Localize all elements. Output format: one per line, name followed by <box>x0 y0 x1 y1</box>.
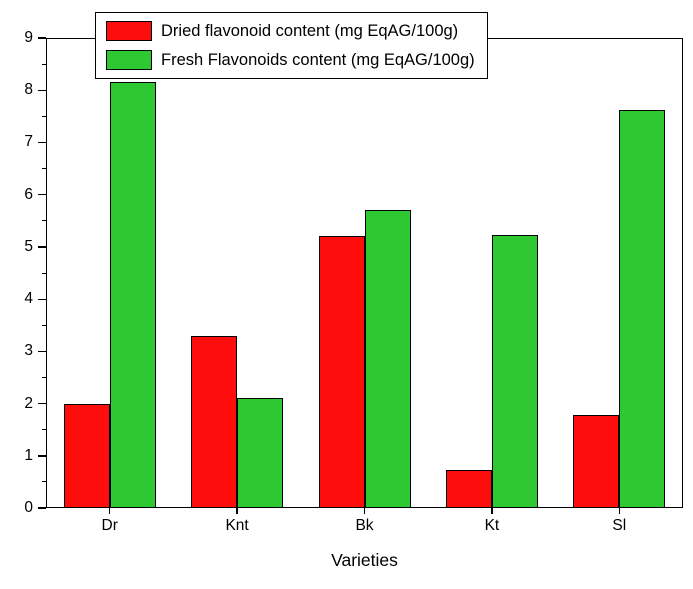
bar-dried <box>573 415 620 508</box>
y-axis-tick <box>38 37 46 39</box>
bar-fresh <box>364 210 411 508</box>
y-axis-tick <box>38 402 46 405</box>
y-axis-tick <box>38 455 46 457</box>
y-axis-minor-tick <box>42 429 46 431</box>
bar-dried <box>191 335 238 508</box>
x-axis-tick <box>363 508 366 514</box>
y-axis-tick <box>38 89 46 91</box>
x-axis-tick-label: Bk <box>355 517 374 534</box>
x-axis-tick-label: Sl <box>612 517 627 534</box>
y-axis-tick-label: 7 <box>24 133 33 151</box>
y-axis-tick <box>38 350 46 353</box>
bar-fresh <box>109 82 156 508</box>
y-axis-minor-tick <box>42 63 46 65</box>
bar-dried <box>318 236 365 508</box>
x-axis-tick <box>491 508 493 514</box>
y-axis-tick <box>38 141 46 144</box>
y-axis-minor-tick <box>42 168 46 170</box>
x-axis-tick-label: Kt <box>484 517 500 534</box>
legend-swatch <box>106 21 152 41</box>
y-axis-tick-label: 8 <box>24 81 33 99</box>
bar-dried <box>63 403 110 508</box>
x-axis-tick-label: Knt <box>225 517 249 534</box>
y-axis-minor-tick <box>42 115 46 117</box>
y-axis-tick <box>38 298 46 300</box>
y-axis-tick-label: 9 <box>24 29 33 46</box>
y-axis-tick-label: 4 <box>24 290 33 308</box>
legend-label-dried: Dried flavonoid content (mg EqAG/100g) <box>161 22 459 40</box>
x-axis-tick-label: Dr <box>101 517 118 534</box>
legend-swatch <box>106 50 152 70</box>
y-axis-tick-label: 5 <box>24 237 33 255</box>
legend-item-dried: Dried flavonoid content (mg EqAG/100g) <box>106 20 475 42</box>
y-axis-tick-label: 6 <box>24 185 33 203</box>
x-axis-title: Varieties <box>331 550 398 570</box>
bar-fresh <box>237 398 284 508</box>
x-axis-tick <box>618 508 620 514</box>
y-axis-tick <box>38 194 46 196</box>
y-axis-tick-label: 3 <box>24 342 33 360</box>
y-axis-minor-tick <box>42 272 46 274</box>
bar-dried <box>445 470 492 508</box>
y-axis-tick <box>38 246 46 248</box>
y-axis-minor-tick <box>42 220 46 222</box>
bar-fresh <box>491 235 538 508</box>
y-axis-tick-label: 1 <box>24 446 33 464</box>
legend-item-fresh: Fresh Flavonoids content (mg EqAG/100g) <box>106 49 475 71</box>
y-axis-minor-tick <box>42 481 46 483</box>
y-axis-tick-label: 0 <box>24 499 33 516</box>
legend-label-fresh: Fresh Flavonoids content (mg EqAG/100g) <box>161 51 475 69</box>
bar-fresh <box>619 109 666 508</box>
x-axis-tick <box>236 508 238 514</box>
y-axis-minor-tick <box>42 376 46 378</box>
x-axis-tick <box>109 508 111 514</box>
legend: Dried flavonoid content (mg EqAG/100g) F… <box>95 12 488 79</box>
y-axis-tick-label: 2 <box>24 394 33 412</box>
y-axis-tick <box>38 507 46 509</box>
y-axis-minor-tick <box>42 324 46 326</box>
